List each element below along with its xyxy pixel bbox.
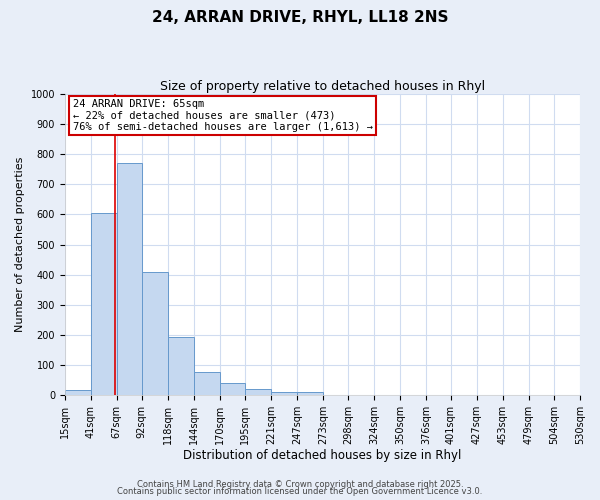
Bar [271,392,297,395]
Bar [91,213,117,395]
Bar [65,390,91,395]
Bar [220,383,245,395]
Text: 24 ARRAN DRIVE: 65sqm
← 22% of detached houses are smaller (473)
76% of semi-det: 24 ARRAN DRIVE: 65sqm ← 22% of detached … [73,98,373,132]
Bar [194,372,220,395]
Bar [142,272,168,395]
Text: 24, ARRAN DRIVE, RHYL, LL18 2NS: 24, ARRAN DRIVE, RHYL, LL18 2NS [152,10,448,25]
X-axis label: Distribution of detached houses by size in Rhyl: Distribution of detached houses by size … [183,450,461,462]
Y-axis label: Number of detached properties: Number of detached properties [15,157,25,332]
Bar [297,392,323,395]
Text: Contains public sector information licensed under the Open Government Licence v3: Contains public sector information licen… [118,487,482,496]
Text: Contains HM Land Registry data © Crown copyright and database right 2025.: Contains HM Land Registry data © Crown c… [137,480,463,489]
Title: Size of property relative to detached houses in Rhyl: Size of property relative to detached ho… [160,80,485,93]
Bar [168,337,194,395]
Bar [117,164,142,395]
Bar [245,390,271,395]
